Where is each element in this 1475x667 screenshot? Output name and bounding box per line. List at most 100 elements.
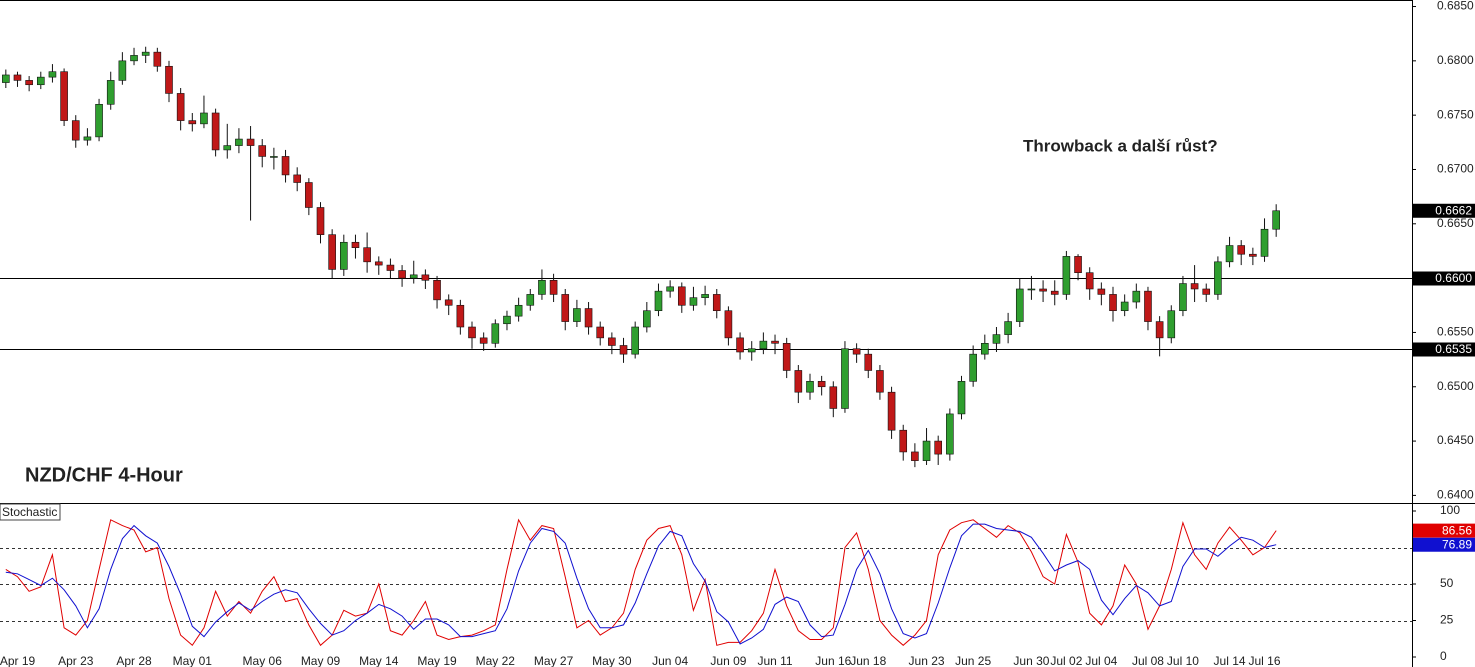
chart-title: NZD/CHF 4-Hour [25, 464, 183, 486]
y-tick-label: 0.6500 [1437, 379, 1474, 393]
x-tick-label: May 06 [243, 654, 283, 667]
candle-body [468, 326, 476, 339]
y-tick-label: 0.6550 [1437, 325, 1474, 339]
candle-body [60, 71, 68, 121]
candle-body [1237, 245, 1246, 255]
candle-body [1132, 290, 1141, 303]
candle-body [596, 326, 605, 339]
y-tick-label: 50 [1440, 576, 1454, 590]
x-tick-label: Apr 19 [0, 654, 35, 667]
candle-body [1062, 256, 1071, 295]
x-tick-label: Apr 28 [116, 654, 152, 667]
candle-body [13, 74, 22, 81]
candle-body [724, 310, 733, 339]
price-tag [1413, 342, 1475, 357]
x-tick-label: May 30 [592, 654, 632, 667]
candle-body [305, 182, 313, 208]
x-tick-label: Jun 18 [850, 654, 886, 667]
candle-body [456, 304, 465, 328]
stochastic-line [5, 523, 1277, 645]
candle-body [374, 261, 383, 266]
candle-body [1179, 283, 1187, 312]
price-tag-label: 86.56 [1442, 523, 1472, 537]
candle-body [1015, 288, 1024, 322]
x-tick-label: May 01 [173, 654, 213, 667]
x-tick-label: Jul 02 [1050, 654, 1082, 667]
candle-body [1039, 288, 1047, 292]
candle-body [316, 207, 325, 235]
indicator-label-box [0, 503, 61, 521]
candle-body [806, 381, 814, 393]
candle-body [130, 55, 138, 62]
candle-body [1004, 321, 1012, 335]
x-tick-label: May 27 [534, 654, 574, 667]
candle-body [363, 247, 371, 263]
candle-body [479, 337, 488, 344]
candle-body [1214, 261, 1222, 295]
y-tick-label: 0.6450 [1437, 433, 1474, 447]
candle-body [95, 103, 103, 138]
price-tag-label: 0.6600 [1435, 271, 1472, 285]
candle-body [1085, 272, 1094, 290]
candle-body [25, 80, 33, 86]
candle-body [223, 145, 232, 151]
y-tick-label: 0.6400 [1437, 488, 1474, 502]
candle-body [1260, 228, 1269, 257]
candle-body [1050, 290, 1059, 295]
candle-body [526, 294, 535, 306]
candle-body [503, 315, 511, 325]
candle-body [934, 440, 942, 455]
x-tick-label: Jun 30 [1013, 654, 1049, 667]
candle-body [444, 299, 453, 306]
candle-body [293, 174, 301, 183]
candle-body [619, 345, 628, 355]
candle-body [1144, 290, 1152, 322]
candle-body [701, 294, 709, 298]
candle-body [1027, 288, 1036, 291]
price-tag [1413, 537, 1475, 552]
candle-body [841, 348, 849, 409]
y-tick-label: 0.6750 [1437, 107, 1474, 121]
x-tick-label: Jun 11 [757, 654, 792, 667]
candle-body [782, 343, 791, 371]
candle-body [666, 286, 674, 292]
price-tag [1413, 203, 1475, 218]
candle-body [514, 304, 523, 317]
y-tick-label: 0.6650 [1437, 216, 1474, 230]
x-tick-label: Jul 04 [1085, 654, 1117, 667]
price-tag [1413, 523, 1475, 538]
candle-body [141, 51, 150, 56]
candle-body [1249, 253, 1257, 257]
y-tick-label: 25 [1440, 613, 1454, 627]
candle-body [235, 138, 243, 146]
candle-body [421, 274, 430, 281]
candle-body [1190, 283, 1199, 290]
candle-body [771, 340, 779, 344]
candle-body [631, 326, 639, 355]
y-tick-label: 0.6800 [1437, 53, 1474, 67]
candle-body [549, 279, 558, 295]
candle-body [200, 112, 208, 125]
x-tick-label: Jun 16 [815, 654, 851, 667]
candle-body [911, 451, 919, 461]
candle-body [71, 120, 80, 141]
y-tick-label: 0.6850 [1437, 0, 1474, 13]
y-tick-label: 0.6700 [1437, 162, 1474, 176]
candle-body [677, 286, 686, 306]
candle-body [2, 74, 10, 83]
candle-body [981, 343, 989, 355]
candle-body [759, 340, 768, 350]
candle-body [643, 310, 651, 328]
candle-body [165, 65, 173, 94]
x-tick-label: Jun 09 [710, 654, 746, 667]
candle-body [386, 264, 395, 271]
candle-body [1167, 310, 1176, 339]
annotation: Throwback a další růst? [1023, 136, 1218, 155]
x-tick-label: Jul 14 [1214, 654, 1246, 667]
candle-body [654, 290, 663, 312]
candle-body [188, 120, 197, 125]
candle-body [922, 440, 931, 461]
x-tick-label: Apr 23 [58, 654, 94, 667]
y-tick-label: 0 [1440, 649, 1447, 663]
